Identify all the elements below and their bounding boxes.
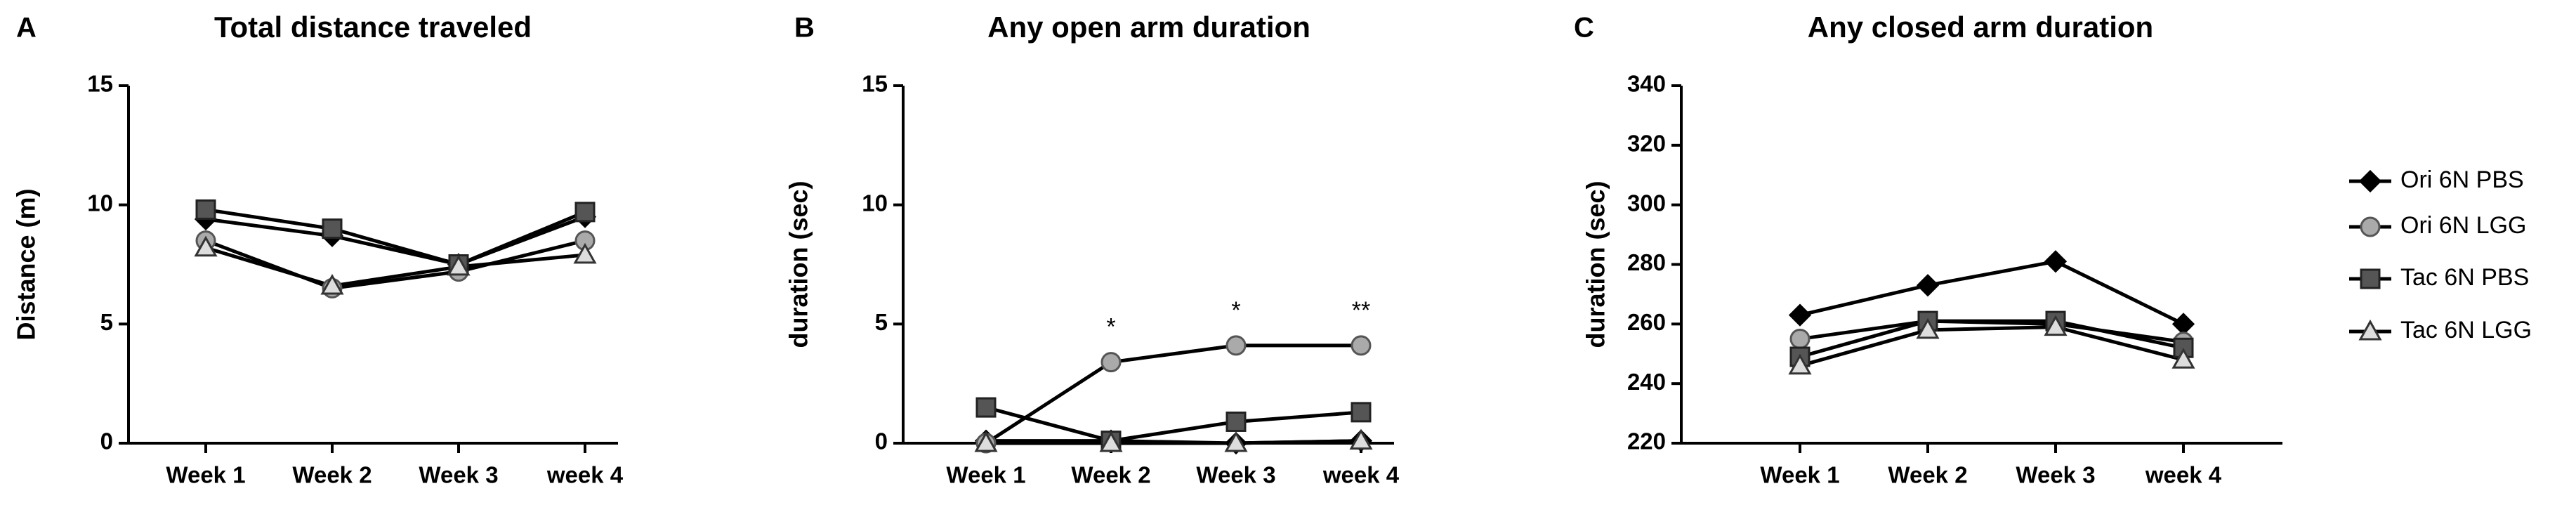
chart-title: Any closed arm duration	[1808, 11, 2153, 44]
y-axis-label: duration (sec)	[1582, 181, 1610, 348]
data-point	[1789, 329, 1811, 350]
data-point	[975, 397, 997, 418]
data-point	[1224, 431, 1248, 452]
y-tick-label: 0	[100, 428, 113, 454]
series-line	[985, 405, 1362, 443]
panel-label: C	[1574, 13, 1594, 44]
series-line	[985, 343, 1361, 445]
series-line	[1799, 319, 2184, 359]
chart-title: Total distance traveled	[214, 11, 532, 44]
y-tick-label: 340	[1627, 71, 1666, 97]
data-point	[1788, 353, 1812, 375]
legend-marker	[2360, 216, 2381, 237]
x-tick-label: week 4	[2145, 462, 2222, 488]
data-point	[320, 273, 344, 295]
y-tick-label: 220	[1627, 428, 1666, 454]
legend-marker	[2360, 268, 2381, 289]
data-point	[2044, 315, 2068, 336]
x-tick-label: Week 2	[1071, 462, 1150, 488]
y-tick-label: 5	[875, 309, 888, 335]
data-point	[574, 202, 596, 223]
data-point	[1099, 431, 1123, 452]
data-point	[195, 199, 216, 220]
y-tick-label: 15	[87, 71, 113, 97]
data-point	[1351, 335, 1372, 356]
legend-marker	[2358, 169, 2382, 193]
y-tick-label: 240	[1627, 369, 1666, 395]
y-tick-label: 10	[87, 190, 113, 216]
y-axis-label: Distance (m)	[12, 188, 41, 340]
series-line	[986, 439, 1362, 445]
series-line	[1799, 319, 2184, 344]
data-point	[2171, 313, 2195, 336]
x-tick-label: Week 3	[1196, 462, 1275, 488]
data-point	[1351, 402, 1372, 423]
data-point	[1916, 317, 1940, 339]
data-point	[2171, 348, 2195, 369]
y-tick-label: 0	[875, 428, 888, 454]
y-tick-label: 15	[862, 71, 888, 97]
series-line	[205, 246, 586, 288]
x-tick-label: Week 3	[2016, 462, 2095, 488]
annotation: *	[1231, 297, 1240, 324]
data-point	[447, 254, 471, 276]
x-tick-label: Week 2	[1888, 462, 1967, 488]
data-point	[573, 242, 597, 264]
series-line	[1799, 259, 2185, 326]
series-line	[205, 239, 586, 290]
series-line	[205, 215, 586, 267]
chart-title: Any open arm duration	[987, 11, 1310, 44]
data-point	[1788, 303, 1812, 327]
y-tick-label: 260	[1627, 309, 1666, 335]
series-line	[205, 207, 586, 267]
annotation: *	[1106, 314, 1115, 341]
data-point	[974, 431, 998, 452]
data-point	[2044, 250, 2068, 273]
x-tick-label: week 4	[546, 462, 624, 488]
panel-label: A	[16, 13, 37, 44]
data-point	[1349, 428, 1373, 450]
data-point	[322, 218, 343, 240]
x-tick-label: Week 1	[166, 462, 245, 488]
legend-label: Tac 6N LGG	[2400, 317, 2532, 343]
panel-label: B	[794, 13, 815, 44]
legend-label: Ori 6N PBS	[2400, 166, 2524, 193]
y-tick-label: 300	[1627, 190, 1666, 216]
legend-label: Tac 6N PBS	[2400, 264, 2529, 291]
data-point	[194, 235, 218, 257]
y-axis-label: duration (sec)	[784, 181, 813, 348]
data-point	[1100, 352, 1122, 373]
data-point	[1916, 274, 1940, 297]
legend-label: Ori 6N LGG	[2400, 212, 2526, 239]
y-tick-label: 10	[862, 190, 888, 216]
data-point	[1225, 411, 1247, 432]
x-tick-label: Week 1	[946, 462, 1025, 488]
y-tick-label: 280	[1627, 249, 1666, 275]
annotation: **	[1352, 297, 1370, 324]
x-tick-label: Week 1	[1760, 462, 1839, 488]
x-tick-label: Week 3	[419, 462, 498, 488]
y-tick-label: 5	[100, 309, 113, 335]
x-tick-label: Week 2	[292, 462, 372, 488]
data-point	[1225, 335, 1247, 356]
legend-marker	[2358, 319, 2382, 341]
series-line	[1799, 325, 2184, 368]
y-tick-label: 320	[1627, 131, 1666, 157]
x-tick-label: week 4	[1322, 462, 1400, 488]
